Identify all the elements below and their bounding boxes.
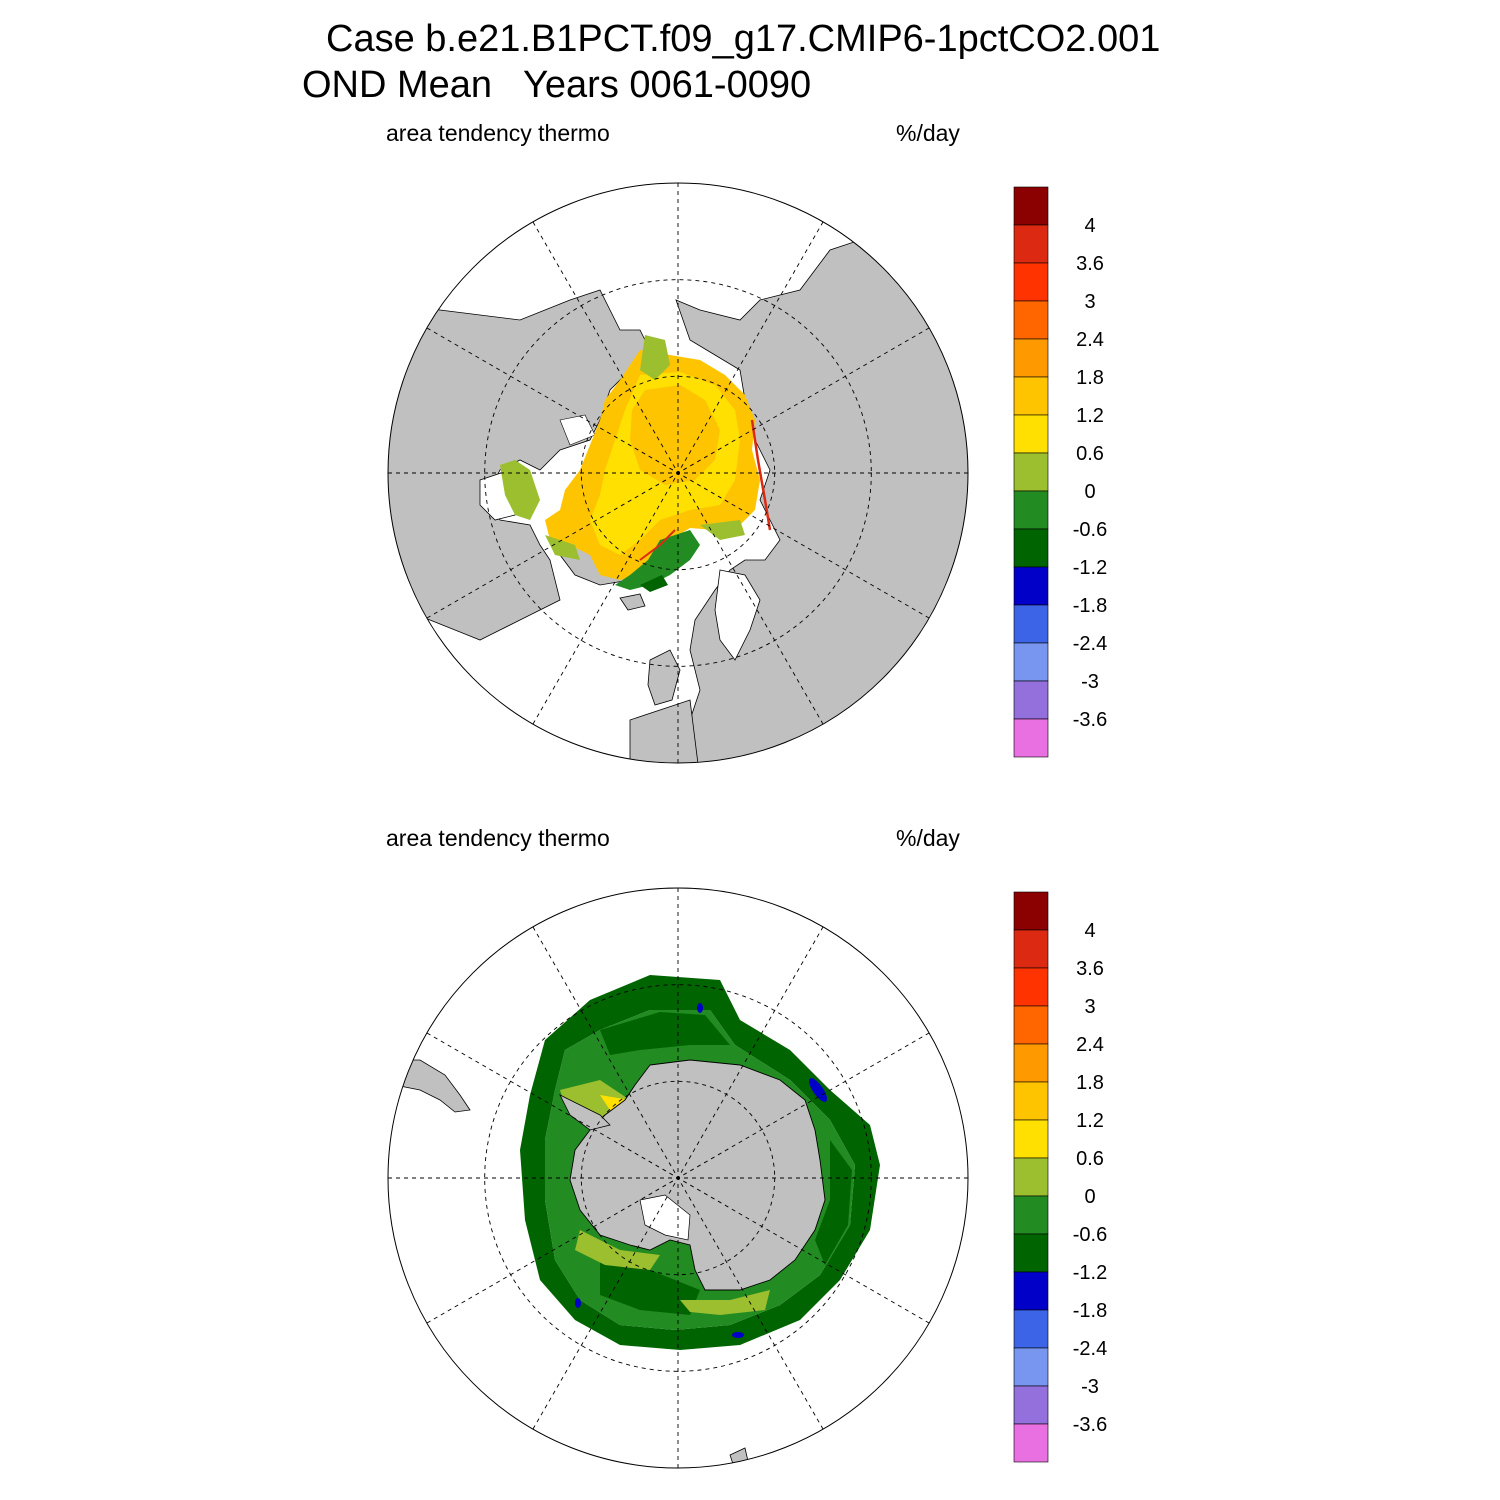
south-colorbar-swatch <box>1013 1423 1049 1463</box>
south-colorbar-swatch <box>1013 1195 1049 1235</box>
north-colorbar-tick-label: 3.6 <box>1076 253 1104 275</box>
south-colorbar-swatch <box>1013 1005 1049 1045</box>
south-colorbar-swatch <box>1013 1043 1049 1083</box>
south-polar-map <box>387 887 969 1469</box>
south-colorbar-swatch <box>1013 1385 1049 1425</box>
north-panel-units-label: %/day <box>896 120 960 146</box>
south-colorbar-tick-label: -2.4 <box>1073 1338 1107 1360</box>
north-colorbar: 4 3.6 3 2.4 1.8 1.2 0.6 0 -0.6 -1.2 -1.8 -2.4 -3 -3.6 <box>1013 186 1107 758</box>
south-colorbar-tick-label: 1.8 <box>1076 1072 1104 1094</box>
north-colorbar-swatch <box>1013 338 1049 378</box>
north-colorbar-swatch <box>1013 680 1049 720</box>
north-colorbar-tick-label: 0.6 <box>1076 443 1104 465</box>
south-map-boundary <box>387 887 969 1469</box>
south-colorbar-tick-label: -1.8 <box>1073 1300 1107 1322</box>
south-colorbar-swatch <box>1013 1233 1049 1273</box>
south-colorbar-tick-label: -1.2 <box>1073 1262 1107 1284</box>
south-colorbar-swatch <box>1013 929 1049 969</box>
south-colorbar-swatch <box>1013 891 1049 931</box>
south-colorbar-swatch <box>1013 1271 1049 1311</box>
north-map-graticule <box>388 183 968 763</box>
south-colorbar-tick-label: 2.4 <box>1076 1034 1104 1056</box>
north-colorbar-swatch <box>1013 300 1049 340</box>
north-colorbar-swatch <box>1013 566 1049 606</box>
south-colorbar: 4 3.6 3 2.4 1.8 1.2 0.6 0 -0.6 -1.2 -1.8 -2.4 -3 -3.6 <box>1013 891 1107 1463</box>
south-colorbar-swatch <box>1013 1309 1049 1349</box>
north-polar-map <box>387 182 969 764</box>
south-colorbar-tick-label: 3.6 <box>1076 958 1104 980</box>
north-colorbar-swatch <box>1013 452 1049 492</box>
north-colorbar-swatch <box>1013 718 1049 758</box>
south-colorbar-tick-label: 3 <box>1084 996 1095 1018</box>
north-colorbar-tick-label: 1.2 <box>1076 405 1104 427</box>
north-colorbar-swatch <box>1013 224 1049 264</box>
north-colorbar-swatch <box>1013 262 1049 302</box>
north-colorbar-tick-label: -3.6 <box>1073 709 1107 731</box>
south-panel-units-label: %/day <box>896 825 960 851</box>
north-colorbar-tick-label: -1.8 <box>1073 595 1107 617</box>
north-colorbar-swatch <box>1013 528 1049 568</box>
south-colorbar-tick-label: -0.6 <box>1073 1224 1107 1246</box>
south-colorbar-swatch <box>1013 1347 1049 1387</box>
north-colorbar-tick-label: 3 <box>1084 291 1095 313</box>
south-map-graticule <box>388 888 968 1468</box>
north-colorbar-swatch <box>1013 490 1049 530</box>
figure-title-case: Case b.e21.B1PCT.f09_g17.CMIP6-1pctCO2.0… <box>326 18 1161 60</box>
south-map-land <box>388 1059 826 1468</box>
south-colorbar-tick-label: 4 <box>1084 920 1095 942</box>
south-colorbar-swatch <box>1013 1157 1049 1197</box>
north-colorbar-tick-label: -2.4 <box>1073 633 1107 655</box>
south-colorbar-swatch <box>1013 1119 1049 1159</box>
north-colorbar-tick-label: 2.4 <box>1076 329 1104 351</box>
south-colorbar-tick-label: -3.6 <box>1073 1414 1107 1436</box>
north-colorbar-swatch <box>1013 604 1049 644</box>
north-colorbar-tick-label: 1.8 <box>1076 367 1104 389</box>
south-colorbar-tick-label: 0 <box>1084 1186 1095 1208</box>
north-colorbar-swatch <box>1013 186 1049 226</box>
south-colorbar-tick-label: 1.2 <box>1076 1110 1104 1132</box>
south-colorbar-tick-label: -3 <box>1081 1376 1099 1398</box>
south-colorbar-swatch <box>1013 1081 1049 1121</box>
north-colorbar-swatch <box>1013 642 1049 682</box>
south-colorbar-swatch <box>1013 967 1049 1007</box>
north-colorbar-swatch <box>1013 414 1049 454</box>
north-panel-variable-label: area tendency thermo <box>386 120 610 146</box>
north-colorbar-tick-label: -0.6 <box>1073 519 1107 541</box>
south-colorbar-tick-label: 0.6 <box>1076 1148 1104 1170</box>
north-map-boundary <box>387 182 969 764</box>
figure-title-period: OND Mean Years 0061-0090 <box>302 64 812 106</box>
north-colorbar-tick-label: 4 <box>1084 215 1095 237</box>
north-colorbar-tick-label: -1.2 <box>1073 557 1107 579</box>
north-colorbar-swatch <box>1013 376 1049 416</box>
south-panel-variable-label: area tendency thermo <box>386 825 610 851</box>
north-colorbar-tick-label: -3 <box>1081 671 1099 693</box>
north-colorbar-tick-label: 0 <box>1084 481 1095 503</box>
